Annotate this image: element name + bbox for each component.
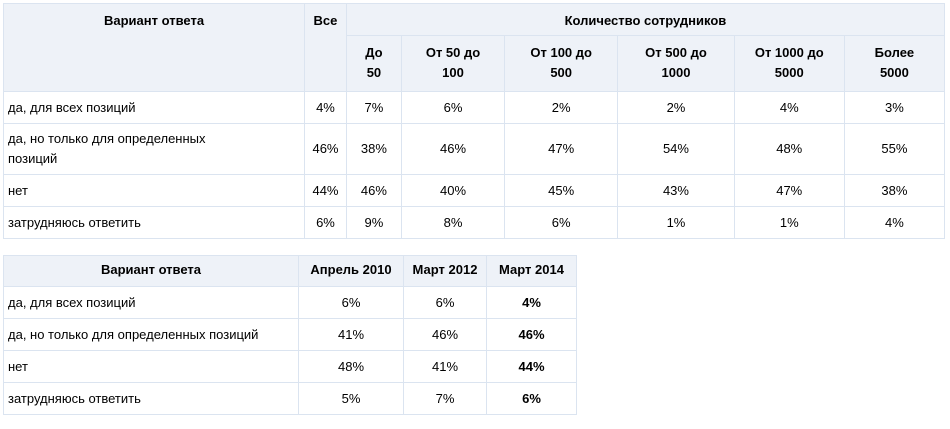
size-header-up-to-50: До 50 <box>346 35 401 91</box>
period-header-mar-2012: Март 2012 <box>404 256 486 286</box>
table-cell: 38% <box>346 124 401 174</box>
row-label: да, но только для определенных позиций <box>4 124 305 174</box>
size-header-100-500: От 100 до 500 <box>505 35 618 91</box>
table-cell: 8% <box>401 207 505 238</box>
variant-header: Вариант ответа <box>4 256 298 286</box>
table-cell: 44% <box>305 175 346 206</box>
table-cell: 43% <box>618 175 734 206</box>
variant-header: Вариант ответа <box>4 4 305 91</box>
table-cell: 41% <box>299 319 403 350</box>
table-cell: 38% <box>844 175 944 206</box>
table-cell: 6% <box>505 207 618 238</box>
row-label: затрудняюсь ответить <box>4 383 298 414</box>
table-cell: 46% <box>305 124 346 174</box>
table-cell: 54% <box>618 124 734 174</box>
table-cell: 6% <box>487 383 576 414</box>
table-cell: 6% <box>401 92 505 123</box>
table-cell: 1% <box>618 207 734 238</box>
row-label: нет <box>4 175 305 206</box>
table-row: да, но только для определенных позиций 46… <box>4 124 944 174</box>
table-cell: 48% <box>734 124 844 174</box>
employees-breakdown-table: Вариант ответа Все Количество сотруднико… <box>3 3 945 239</box>
table-cell: 46% <box>346 175 401 206</box>
table-cell: 4% <box>487 287 576 318</box>
row-label: да, для всех позиций <box>4 92 305 123</box>
table-cell: 46% <box>404 319 486 350</box>
table-cell: 3% <box>844 92 944 123</box>
table-cell: 41% <box>404 351 486 382</box>
row-label: нет <box>4 351 298 382</box>
period-header-mar-2014: Март 2014 <box>487 256 576 286</box>
row-label: затрудняюсь ответить <box>4 207 305 238</box>
table-cell: 47% <box>505 124 618 174</box>
table-cell: 45% <box>505 175 618 206</box>
table-cell: 47% <box>734 175 844 206</box>
table-cell: 40% <box>401 175 505 206</box>
table-cell: 4% <box>844 207 944 238</box>
dynamics-table: Вариант ответа Апрель 2010 Март 2012 Мар… <box>3 255 577 415</box>
row-label: да, но только для определенных позиций <box>4 319 298 350</box>
size-header-over-5000: Более 5000 <box>844 35 944 91</box>
table-row: затрудняюсь ответить 5% 7% 6% <box>4 383 576 414</box>
employee-count-header: Количество сотрудников <box>346 4 944 35</box>
table-cell: 2% <box>618 92 734 123</box>
table-row: нет 44% 46% 40% 45% 43% 47% 38% <box>4 175 944 206</box>
size-header-1000-5000: От 1000 до 5000 <box>734 35 844 91</box>
table-cell: 44% <box>487 351 576 382</box>
table-cell: 6% <box>404 287 486 318</box>
table-cell: 4% <box>305 92 346 123</box>
table-cell: 1% <box>734 207 844 238</box>
table-cell: 46% <box>487 319 576 350</box>
table-cell: 7% <box>346 92 401 123</box>
table-cell: 2% <box>505 92 618 123</box>
table-cell: 6% <box>299 287 403 318</box>
table-row: да, для всех позиций 6% 6% 4% <box>4 287 576 318</box>
period-header-apr-2010: Апрель 2010 <box>299 256 403 286</box>
size-header-50-100: От 50 до 100 <box>401 35 505 91</box>
all-header: Все <box>305 4 346 91</box>
row-label: да, для всех позиций <box>4 287 298 318</box>
table-row: нет 48% 41% 44% <box>4 351 576 382</box>
table-cell: 5% <box>299 383 403 414</box>
table-cell: 48% <box>299 351 403 382</box>
table-cell: 9% <box>346 207 401 238</box>
table-row: да, для всех позиций 4% 7% 6% 2% 2% 4% 3… <box>4 92 944 123</box>
table-row: да, но только для определенных позиций 4… <box>4 319 576 350</box>
table-cell: 46% <box>401 124 505 174</box>
table-cell: 6% <box>305 207 346 238</box>
table-cell: 55% <box>844 124 944 174</box>
size-header-500-1000: От 500 до 1000 <box>618 35 734 91</box>
table-cell: 4% <box>734 92 844 123</box>
table-row: затрудняюсь ответить 6% 9% 8% 6% 1% 1% 4… <box>4 207 944 238</box>
table-cell: 7% <box>404 383 486 414</box>
